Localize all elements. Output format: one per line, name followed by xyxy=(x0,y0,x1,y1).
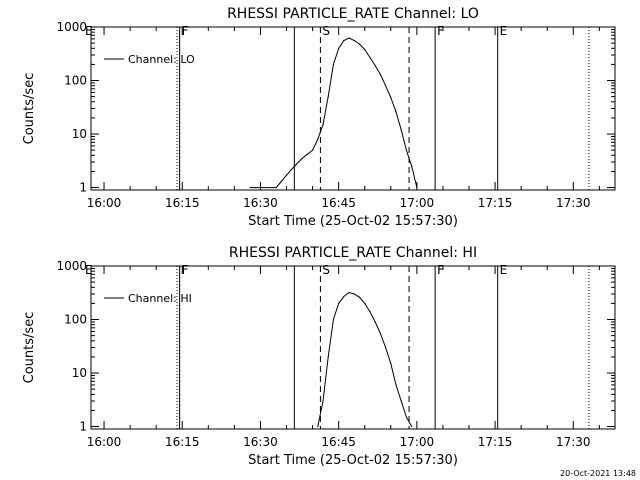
chart-0-data-point xyxy=(296,163,298,165)
chart-1-x-tick-label: 17:15 xyxy=(478,435,513,449)
chart-0-series-line-0 xyxy=(250,37,418,189)
chart-1-data-point xyxy=(384,346,387,349)
chart-0-data-point xyxy=(353,39,355,42)
chart-0-plot-frame xyxy=(90,26,616,191)
chart-1-data-point xyxy=(353,293,355,295)
chart-0-data-point xyxy=(395,111,397,113)
chart-0-data-point xyxy=(254,186,256,189)
chart-0-x-tick-label: 16:45 xyxy=(321,196,356,210)
chart-1-x-tick-label: 16:00 xyxy=(87,435,122,449)
chart-0-data-point xyxy=(338,47,340,49)
chart-0-y-tick-label: 1 xyxy=(79,181,87,195)
chart-0-x-tick-label: 17:00 xyxy=(400,196,435,210)
chart-0-data-point xyxy=(327,96,329,98)
chart-1-data-point xyxy=(322,400,324,402)
chart-0-data-point xyxy=(249,186,251,189)
chart-0-data-point xyxy=(411,165,413,167)
chart-0-marker-label-1: F xyxy=(182,24,189,38)
chart-0-y-axis-label: Counts/sec xyxy=(22,73,37,145)
chart-0-data-point xyxy=(384,85,387,87)
chart-1-data-point xyxy=(374,321,376,323)
chart-0-x-tick-label: 17:30 xyxy=(556,196,591,210)
chart-1-data-point xyxy=(395,384,397,386)
chart-1-series-line-0 xyxy=(317,291,413,427)
chart-1-data-point xyxy=(348,291,350,294)
chart-0-title: RHESSI PARTICLE_RATE Channel: LO xyxy=(227,6,479,22)
chart-1-marker-label-5: F xyxy=(437,263,444,277)
chart-0-x-tick-label: 16:15 xyxy=(165,196,200,210)
chart-0-x-axis-label: Start Time (25-Oct-02 15:57:30) xyxy=(248,214,458,229)
chart-1-data-point xyxy=(369,311,371,313)
chart-1-marker-label-6: E xyxy=(500,263,508,277)
chart-0-y-tick-label: 1000 xyxy=(56,20,87,34)
chart-0-data-point xyxy=(306,153,308,155)
chart-0-data-point xyxy=(374,64,376,67)
chart-1-left-edge-label: E xyxy=(85,263,93,277)
chart-0-data-point xyxy=(301,157,303,160)
chart-0-data-point xyxy=(275,186,277,189)
chart-0-data-point xyxy=(311,149,314,151)
chart-0-y-tick-label: 100 xyxy=(64,74,87,88)
chart-1-x-tick-label: 16:45 xyxy=(321,435,356,449)
chart-1-y-tick-label: 1000 xyxy=(56,259,87,273)
chart-0-data-point xyxy=(348,37,350,39)
chart-1-data-point xyxy=(405,416,408,418)
chart-0-data-point xyxy=(358,43,361,45)
chart-0-data-point xyxy=(379,73,381,76)
chart-1-data-point xyxy=(379,332,381,335)
chart-1-y-tick-label: 10 xyxy=(72,366,87,380)
chart-1-title: RHESSI PARTICLE_RATE Channel: HI xyxy=(229,245,477,261)
chart-0-marker-label-5: F xyxy=(437,24,444,38)
chart-1-data-point xyxy=(364,302,366,305)
chart-0-data-point xyxy=(343,39,345,42)
chart-1-data-point xyxy=(400,400,402,402)
chart-0-data-point xyxy=(317,138,319,140)
chart-1-marker-label-1: F xyxy=(182,263,189,277)
chart-0-left-edge-label: E xyxy=(85,24,93,38)
chart-1-legend-label: Channel: HI xyxy=(128,292,192,305)
chart-1-data-point xyxy=(390,363,392,365)
chart-0-data-point xyxy=(322,124,324,126)
chart-1-x-axis-label: Start Time (25-Oct-02 15:57:30) xyxy=(248,453,458,468)
chart-0-x-tick-label: 17:15 xyxy=(478,196,513,210)
chart-1-data-point xyxy=(317,425,319,428)
chart-0-data-point xyxy=(364,48,366,51)
chart-0-data-point xyxy=(416,186,418,189)
chart-0-marker-label-6: E xyxy=(500,24,508,38)
chart-1-x-tick-label: 17:00 xyxy=(400,435,435,449)
footer-timestamp: 20-Oct-2021 13:48 xyxy=(560,469,636,478)
chart-panel-lo: RHESSI PARTICLE_RATE Channel: LO Start Ti… xyxy=(22,6,616,229)
chart-1-x-tick-label: 17:30 xyxy=(556,435,591,449)
chart-1-data-point xyxy=(411,425,413,428)
chart-0-data-point xyxy=(332,63,335,66)
chart-1-data-point xyxy=(358,296,361,298)
chart-0-data-point xyxy=(400,129,402,131)
chart-0-marker-label-3: S xyxy=(322,24,330,38)
chart-1-x-tick-label: 16:30 xyxy=(243,435,278,449)
chart-0-legend-label: Channel: LO xyxy=(128,53,195,66)
chart-1-y-tick-label: 100 xyxy=(64,313,87,327)
chart-1-data-point xyxy=(327,356,329,358)
chart-1-data-point xyxy=(343,295,345,298)
chart-1-marker-label-3: S xyxy=(322,263,330,277)
chart-1-data-point xyxy=(332,318,335,321)
chart-1-y-axis-label: Counts/sec xyxy=(22,312,37,384)
chart-0-x-tick-label: 16:30 xyxy=(243,196,278,210)
chart-0-data-point xyxy=(405,149,408,151)
chart-0-x-tick-label: 16:00 xyxy=(87,196,122,210)
chart-panel-hi: RHESSI PARTICLE_RATE Channel: HI Start Ti… xyxy=(22,245,616,468)
chart-1-x-tick-label: 16:15 xyxy=(165,435,200,449)
chart-0-data-point xyxy=(280,180,282,183)
chart-0-y-tick-label: 10 xyxy=(72,127,87,141)
chart-1-plot-frame xyxy=(90,265,616,430)
chart-1-y-tick-label: 1 xyxy=(79,420,87,434)
chart-0-data-point xyxy=(285,174,288,176)
chart-0-data-point xyxy=(291,168,293,170)
chart-0-data-point xyxy=(390,96,392,99)
chart-1-data-point xyxy=(338,302,340,305)
chart-0-data-point xyxy=(369,56,371,59)
